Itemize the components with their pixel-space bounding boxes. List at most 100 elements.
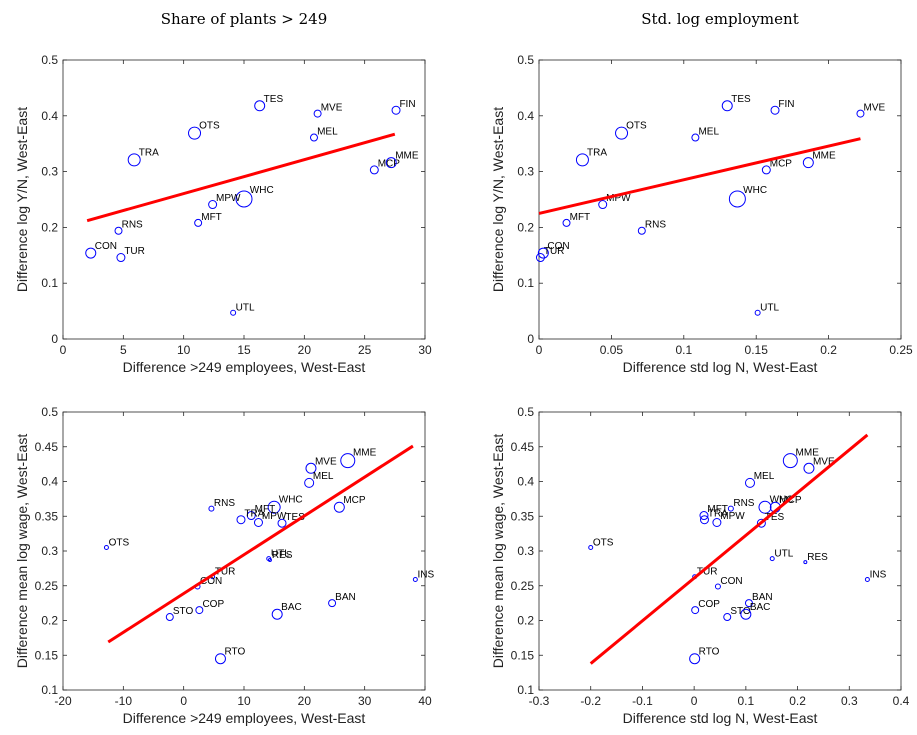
data-point-label: TUR [697,567,718,578]
data-point-tra [575,153,589,167]
x-tick-label: 0.4 [893,694,910,708]
data-point-mme [782,453,798,469]
scatter-panel-top-left: 0 5 10 15 20 25 30 0 0.1 0.2 0.3 0.4 0.5 Difference >… [14,53,432,375]
data-point-label: RES [272,550,293,561]
data-point-tes [721,100,733,112]
data-point-rns [114,226,123,235]
data-point-mve [856,109,865,118]
data-point-sto [723,613,732,622]
y-tick-label: 0.45 [511,440,535,454]
data-point-label: WHC [250,185,274,196]
data-point-label: TUR [124,246,145,257]
data-point-label: MEL [313,471,334,482]
data-point-res [803,560,808,565]
x-tick-label: 10 [177,343,191,357]
fit-line [86,132,396,223]
data-point-fin [391,105,401,115]
data-point-whc [758,500,772,514]
data-point-whc [235,190,253,208]
data-point-label: INS [418,569,435,580]
x-tick-label: 20 [298,694,312,708]
data-point-label: TRA [139,147,159,158]
y-tick-label: 0.3 [41,544,58,558]
data-point-label: MPW [606,193,631,204]
data-point-label: TRA [244,508,264,519]
x-axis-label: Difference std log N, West-East [623,359,818,375]
data-point-bac [740,608,752,620]
data-point-utl [754,309,761,316]
data-point-label: MVE [315,456,337,467]
data-point-label: MME [395,151,419,162]
data-point-label: BAC [281,602,302,613]
y-tick-label: 0.45 [35,440,59,454]
data-point-tur [535,253,545,263]
x-tick-label: 0.2 [820,343,837,357]
y-tick-label: 0.15 [511,648,535,662]
data-point-label: TUR [215,567,236,578]
data-point-mve [313,109,322,118]
x-tick-label: -20 [54,694,72,708]
x-tick-label: 0.1 [675,343,692,357]
data-point-label: BAN [335,592,356,603]
scatter-panel-bottom-left: -20 -10 0 10 20 30 40 0.1 0.15 0.2 0.25 0.3 0.35 0.4 0… [14,405,435,726]
plot-frame [62,411,426,691]
data-point-label: FIN [399,99,415,110]
y-axis-label: Difference log Y/N, West-East [490,107,506,292]
data-point-whc [267,500,281,514]
data-point-label: RTO [699,647,720,658]
y-tick-label: 0.1 [41,276,58,290]
data-point-tes [756,518,766,528]
data-point-label: CON [95,241,117,252]
data-point-mcp [369,165,379,175]
x-tick-label: 0.1 [738,694,755,708]
x-tick-label: 10 [237,694,251,708]
data-point-label: RNS [214,498,235,509]
data-point-mel [309,133,318,142]
y-tick-label: 0.25 [35,579,59,593]
data-point-label: MCP [343,495,366,506]
data-point-label: RTO [224,647,245,658]
data-point-tra [699,515,709,525]
y-tick-label: 0.4 [517,109,534,123]
data-point-label: MEL [754,471,775,482]
data-point-label: UTL [760,302,779,313]
data-point-label: COP [698,599,720,610]
data-point-cop [195,606,204,615]
y-tick-label: 0.5 [41,405,58,419]
data-point-label: MPW [262,511,287,522]
y-tick-label: 0.4 [41,475,58,489]
data-point-label: OTS [199,120,220,131]
y-tick-label: 0 [527,332,534,346]
data-point-rto [689,653,701,665]
x-axis-label: Difference >249 employees, West-East [123,359,366,375]
y-tick-label: 0.3 [517,165,534,179]
plot-frame [62,59,426,340]
data-point-label: MEL [698,126,719,137]
data-point-rns [208,505,215,512]
data-point-mve [803,462,815,474]
data-point-label: MVE [864,102,886,113]
data-point-res [267,558,272,563]
y-tick-label: 0.5 [41,53,58,67]
data-point-label: TES [731,94,751,105]
y-tick-label: 0.3 [41,165,58,179]
x-tick-label: -0.2 [580,694,601,708]
data-point-label: TUR [544,246,565,257]
data-point-label: CON [200,576,222,587]
y-tick-label: 0 [51,332,58,346]
data-point-ban [328,599,337,608]
data-point-mpw [598,200,608,210]
y-tick-label: 0.15 [35,648,59,662]
x-tick-label: 0.2 [789,694,806,708]
data-point-label: RNS [122,220,143,231]
data-point-label: UTL [271,548,290,559]
y-tick-label: 0.2 [41,220,58,234]
data-point-mcp [761,165,771,175]
data-point-con [537,247,549,259]
column-title-left: Share of plants > 249 [161,10,328,28]
data-point-label: MME [353,447,377,458]
y-tick-label: 0.1 [517,276,534,290]
x-tick-label: 40 [418,694,432,708]
data-point-ots [188,126,202,140]
